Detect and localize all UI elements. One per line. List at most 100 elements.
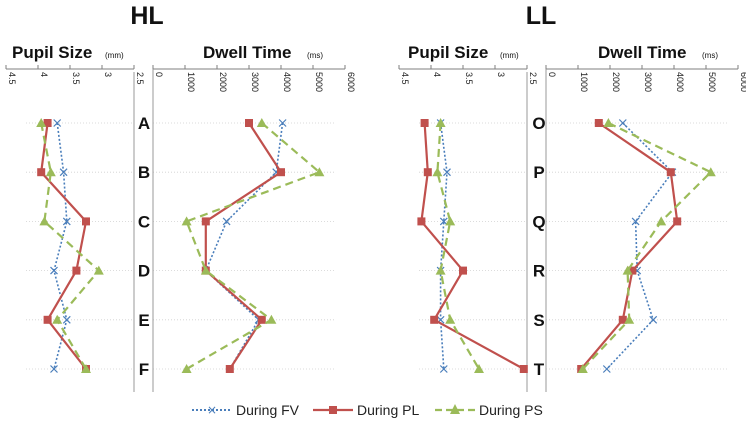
data-point-triangle (266, 314, 277, 324)
data-point-triangle (445, 216, 456, 226)
panel-title-text: Pupil Size (408, 43, 488, 62)
data-point-x (62, 217, 71, 226)
tick-label: 4 (39, 72, 49, 77)
data-point-triangle (52, 314, 63, 324)
data-point-x (443, 168, 451, 177)
category-label: Q (532, 212, 545, 231)
data-point-square (257, 315, 266, 324)
series-line-square (204, 122, 283, 370)
data-point-triangle (705, 167, 716, 177)
x-stroke (278, 119, 287, 127)
category-label: S (533, 311, 544, 330)
panel-unit-text: (ms) (702, 51, 718, 60)
legend-item-pl: During PL (313, 402, 419, 418)
legend-item-fv: × During FV (192, 402, 300, 418)
series-line-x (439, 122, 448, 370)
legend-label-fv: During FV (236, 402, 300, 418)
legend-marker-fv: × (207, 403, 217, 417)
panel-unit-text: (ms) (307, 51, 323, 60)
x-stroke (443, 168, 451, 177)
series-line-x (53, 122, 68, 370)
legend-item-ps: During PS (435, 402, 543, 418)
data-point-square (82, 217, 90, 226)
data-point-square (43, 315, 52, 324)
tick-label: 4.5 (7, 72, 17, 85)
series-line-square (580, 122, 679, 370)
plot-area: A B C D E F 4.5 4 3.5 3 2.5 0 1000 2000 3000 4000 5000 60… (5, 65, 746, 392)
tick-label: 0 (154, 72, 164, 77)
data-point-x (222, 217, 231, 226)
series-line-triangle (581, 122, 712, 370)
tick-label: 6000 (346, 72, 356, 92)
category-label: O (532, 114, 545, 133)
tick-label: 5000 (707, 72, 717, 92)
data-point-triangle (624, 314, 635, 324)
series-line-square (40, 122, 88, 370)
category-label: D (138, 262, 150, 281)
data-point-square (420, 119, 429, 127)
x-stroke (602, 365, 611, 373)
data-point-triangle (435, 118, 446, 127)
data-point-triangle (603, 118, 614, 127)
tick-label: 3 (496, 72, 506, 77)
series-line-x (205, 122, 284, 370)
data-point-triangle (656, 216, 667, 226)
data-point-square (423, 168, 432, 177)
data-point-triangle (36, 118, 47, 127)
x-stroke (439, 365, 448, 373)
series-line-square (420, 122, 525, 370)
tick-label: 3000 (643, 72, 653, 92)
category-label: P (533, 163, 544, 182)
data-point-square (417, 217, 426, 226)
x-stroke (439, 217, 448, 226)
panel-unit-text: (mm) (500, 51, 519, 60)
data-point-square (519, 365, 528, 373)
data-point-triangle (314, 167, 325, 177)
series-line-x (606, 122, 674, 370)
tick-label: 2000 (218, 72, 228, 92)
data-point-x (602, 365, 611, 373)
data-point-square (594, 119, 603, 127)
data-point-triangle (432, 167, 443, 177)
tick-label: 4 (432, 72, 442, 77)
panel-title-text: Dwell Time (598, 43, 687, 62)
category-label: R (533, 262, 545, 281)
data-point-triangle (81, 364, 91, 373)
data-point-triangle (622, 265, 633, 275)
panel-title-ll-pupil: Pupil Size (mm) (408, 43, 519, 62)
category-label: T (534, 360, 545, 379)
data-point-triangle (181, 364, 192, 373)
data-point-x (631, 217, 640, 226)
x-stroke (62, 315, 71, 324)
data-point-square (43, 119, 52, 127)
tick-label: 6000 (739, 72, 746, 92)
data-point-triangle (39, 216, 50, 226)
x-stroke (59, 168, 68, 177)
category-label: E (138, 311, 149, 330)
category-label: C (138, 212, 150, 231)
legend-label-ps: During PS (479, 402, 543, 418)
data-point-x (439, 365, 448, 373)
data-point-square (277, 168, 285, 177)
panel-title-text: Pupil Size (12, 43, 92, 62)
tick-label: 4.5 (400, 72, 410, 85)
tick-label: 4000 (282, 72, 292, 92)
tick-label: 2000 (611, 72, 621, 92)
panel-title-ll-dwell: Dwell Time (ms) (598, 43, 718, 62)
data-point-triangle (256, 118, 267, 127)
tick-label: 3000 (250, 72, 260, 92)
tick-label: 3.5 (464, 72, 474, 85)
tick-label: 3 (103, 72, 113, 77)
data-point-triangle (45, 167, 56, 177)
x-stroke (53, 119, 62, 127)
tick-label: 1000 (186, 72, 196, 92)
x-stroke (618, 119, 627, 127)
data-point-triangle (435, 265, 446, 275)
data-point-square (618, 315, 627, 324)
group-title-ll: LL (526, 2, 557, 30)
data-point-x (618, 119, 627, 127)
data-point-square (37, 168, 46, 177)
legend-marker-ps (450, 404, 460, 414)
category-label: A (138, 114, 150, 133)
